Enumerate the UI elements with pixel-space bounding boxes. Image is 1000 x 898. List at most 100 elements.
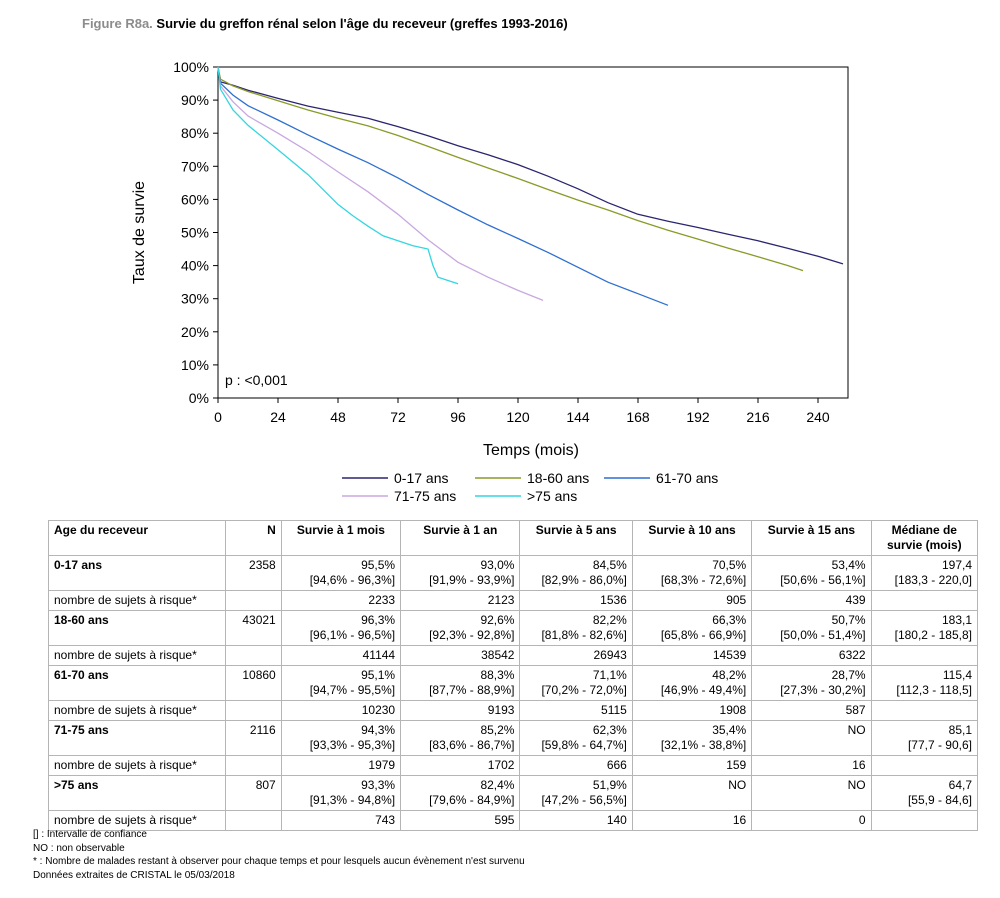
confidence-interval: [91,3% - 94,8%] xyxy=(309,793,396,807)
risk-count: 743 xyxy=(280,810,402,831)
age-group-label: 0-17 ans xyxy=(48,555,226,591)
p-value-annotation: p : <0,001 xyxy=(225,372,288,388)
header-n: N xyxy=(224,520,282,556)
risk-n-empty xyxy=(224,755,282,776)
footnotes: [] : Intervalle de confiance NO : non ob… xyxy=(33,828,525,882)
risk-count: 1979 xyxy=(280,755,402,776)
survival-value: 93,3% xyxy=(361,778,396,792)
legend-label: 61-70 ans xyxy=(656,470,718,486)
age-group-label: 71-75 ans xyxy=(48,720,226,756)
x-tick-label: 144 xyxy=(566,409,590,425)
survival-cell: 48,2% [46,9% - 49,4%] xyxy=(631,665,753,701)
risk-label: nombre de sujets à risque* xyxy=(48,755,226,776)
y-tick-label: 90% xyxy=(181,92,209,108)
survival-chart-svg: 0% 10% 20% 30% 40% 50% 60% 70% 80% 90% 100% 0 24 48 72… xyxy=(131,59,849,504)
confidence-interval: [180,2 - 185,8] xyxy=(894,628,972,642)
footnote-ci: [] : Intervalle de confiance xyxy=(33,829,147,840)
risk-count: 2233 xyxy=(280,590,402,611)
survival-cell: 62,3% [59,8% - 64,7%] xyxy=(519,720,633,756)
survival-cell: 94,3% [93,3% - 95,3%] xyxy=(280,720,402,756)
risk-count: 14539 xyxy=(631,645,753,666)
risk-n-empty xyxy=(224,700,282,721)
risk-count: 0 xyxy=(751,810,872,831)
y-tick-label: 30% xyxy=(181,291,209,307)
y-tick-label: 70% xyxy=(181,158,209,174)
survival-value: NO xyxy=(847,778,866,792)
survival-value: 51,9% xyxy=(592,778,627,792)
survival-cell: 95,5% [94,6% - 96,3%] xyxy=(280,555,402,591)
survival-value: 88,3% xyxy=(480,668,515,682)
survival-value: 84,5% xyxy=(592,558,627,572)
risk-count: 439 xyxy=(751,590,872,611)
survival-cell: 71,1% [70,2% - 72,0%] xyxy=(519,665,633,701)
survival-value: 197,4 xyxy=(941,558,972,572)
risk-count: 6322 xyxy=(751,645,872,666)
confidence-interval: [96,1% - 96,5%] xyxy=(309,628,396,642)
footnote-source: Données extraites de CRISTAL le 05/03/20… xyxy=(33,869,235,881)
risk-label: nombre de sujets à risque* xyxy=(48,810,226,831)
risk-count: 26943 xyxy=(519,645,633,666)
survival-value: 35,4% xyxy=(712,723,747,737)
survival-value: 48,2% xyxy=(712,668,747,682)
y-tick-label: 100% xyxy=(173,59,209,75)
legend-label: 71-75 ans xyxy=(394,488,456,504)
survival-cell: 82,2% [81,8% - 82,6%] xyxy=(519,610,633,646)
risk-count: 5115 xyxy=(519,700,633,721)
survival-cell: NO xyxy=(751,720,872,756)
survival-value: NO xyxy=(847,723,866,737)
risk-count: 38542 xyxy=(400,645,521,666)
risk-count: 587 xyxy=(751,700,872,721)
risk-count: 41144 xyxy=(280,645,402,666)
risk-count: 140 xyxy=(519,810,633,831)
y-tick-label: 20% xyxy=(181,324,209,340)
header-10-years: Survie à 10 ans xyxy=(631,520,753,556)
survival-value: 50,7% xyxy=(831,613,866,627)
risk-label: nombre de sujets à risque* xyxy=(48,700,226,721)
survival-cell: NO xyxy=(631,775,753,811)
x-tick-label: 24 xyxy=(270,409,286,425)
figure-number: Figure R8a. xyxy=(82,16,153,31)
survival-cell: 96,3% [96,1% - 96,5%] xyxy=(280,610,402,646)
x-tick-label: 0 xyxy=(214,409,222,425)
survival-cell: 197,4 [183,3 - 220,0] xyxy=(870,555,979,591)
risk-label: nombre de sujets à risque* xyxy=(48,590,226,611)
risk-row: nombre de sujets à risque* 10230 9193 5115 1… xyxy=(48,700,979,721)
confidence-interval: [83,6% - 86,7%] xyxy=(429,738,515,752)
risk-row: nombre de sujets à risque* 1979 1702 666 159… xyxy=(48,755,979,776)
survival-cell: 35,4% [32,1% - 38,8%] xyxy=(631,720,753,756)
risk-count: 16 xyxy=(631,810,753,831)
group-n: 2358 xyxy=(224,555,282,591)
group-n: 807 xyxy=(224,775,282,811)
survival-value: 66,3% xyxy=(712,613,747,627)
survival-cell: 88,3% [87,7% - 88,9%] xyxy=(400,665,521,701)
risk-count: 2123 xyxy=(400,590,521,611)
survival-value: 96,3% xyxy=(361,613,396,627)
risk-row: nombre de sujets à risque* 41144 38542 2694… xyxy=(48,645,979,666)
figure-title: Figure R8a. Survie du greffon rénal selo… xyxy=(82,16,568,31)
survival-value: 71,1% xyxy=(592,668,627,682)
age-group-label: 18-60 ans xyxy=(48,610,226,646)
risk-n-empty xyxy=(224,590,282,611)
confidence-interval: [183,3 - 220,0] xyxy=(894,573,972,587)
survival-cell: 183,1 [180,2 - 185,8] xyxy=(870,610,979,646)
confidence-interval: [91,9% - 93,9%] xyxy=(429,573,515,587)
risk-count xyxy=(870,810,979,831)
risk-label: nombre de sujets à risque* xyxy=(48,645,226,666)
confidence-interval: [59,8% - 64,7%] xyxy=(541,738,627,752)
confidence-interval: [46,9% - 49,4%] xyxy=(660,683,747,697)
header-median: Médiane de survie (mois) xyxy=(870,520,979,556)
risk-count: 1536 xyxy=(519,590,633,611)
survival-cell: 93,0% [91,9% - 93,9%] xyxy=(400,555,521,591)
x-tick-label: 192 xyxy=(686,409,710,425)
group-n: 10860 xyxy=(224,665,282,701)
survival-value: 82,2% xyxy=(592,613,627,627)
survival-cell: 70,5% [68,3% - 72,6%] xyxy=(631,555,753,591)
risk-count: 905 xyxy=(631,590,753,611)
survival-value: 115,4 xyxy=(942,668,972,682)
risk-count: 666 xyxy=(519,755,633,776)
survival-value: 95,5% xyxy=(361,558,396,572)
series-line-18-60-ans xyxy=(217,66,804,272)
survival-cell: 82,4% [79,6% - 84,9%] xyxy=(400,775,521,811)
survival-value: 64,7 xyxy=(948,778,972,792)
survival-cell: 115,4 [112,3 - 118,5] xyxy=(870,665,979,701)
